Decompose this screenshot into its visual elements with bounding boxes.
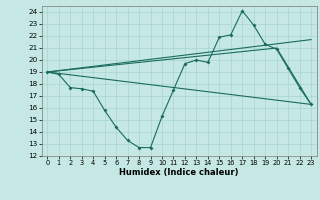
X-axis label: Humidex (Indice chaleur): Humidex (Indice chaleur) <box>119 168 239 177</box>
